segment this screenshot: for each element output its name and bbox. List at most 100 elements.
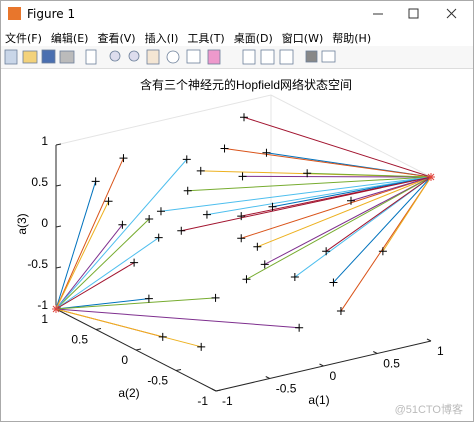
title-decor — [8, 7, 457, 20]
trajectory-line — [55, 201, 109, 310]
z-tick — [55, 143, 62, 146]
start-marker — [237, 212, 246, 221]
trajectory-line — [264, 176, 432, 265]
start-marker — [322, 247, 331, 256]
attractor-marker — [427, 173, 435, 181]
y-tick-label: -0.5 — [147, 374, 168, 388]
trajectory-line — [55, 157, 124, 310]
tool-print[interactable] — [59, 50, 75, 64]
start-marker — [196, 166, 205, 175]
tool-zoom-out[interactable] — [128, 50, 140, 62]
y-tick — [215, 389, 222, 392]
tool-datatip[interactable] — [186, 49, 201, 64]
start-marker — [262, 148, 271, 157]
trajectory-line — [55, 297, 216, 310]
trajectory-line — [55, 262, 135, 310]
trajectory-line — [257, 176, 432, 248]
menu-bar: 文件(F) 编辑(E) 查看(V) 插入(I) 工具(T) 桌面(D) 窗口(W) 帮助(H) — [1, 28, 473, 46]
trajectory-line — [272, 176, 432, 208]
z-tick — [55, 225, 62, 228]
start-marker — [329, 278, 338, 287]
tool-brush[interactable] — [207, 49, 221, 65]
start-marker — [211, 293, 220, 302]
x-tick-label: -1 — [222, 394, 233, 408]
trajectory-line — [224, 148, 432, 178]
x-tick — [265, 376, 270, 379]
start-marker — [145, 214, 154, 223]
trajectory-line — [55, 237, 159, 310]
start-marker — [202, 210, 211, 219]
y-tick-label: 1 — [41, 312, 48, 326]
x-tick-label: 1 — [437, 344, 444, 358]
x-tick — [426, 338, 432, 342]
tool-legend[interactable] — [279, 49, 294, 65]
z-tick-label: -0.5 — [27, 257, 48, 271]
start-marker — [378, 247, 387, 256]
menu-item[interactable]: 插入(I) — [144, 32, 179, 45]
start-marker — [158, 332, 167, 341]
z-tick-label: 0 — [41, 216, 48, 230]
z-axis-label: a(3) — [15, 213, 29, 234]
tool-open[interactable] — [22, 50, 38, 64]
trajectory-line — [243, 116, 432, 178]
start-marker — [156, 207, 165, 216]
start-marker — [268, 202, 277, 211]
start-marker — [303, 169, 312, 178]
tool-save[interactable] — [41, 49, 56, 64]
z-tick-label: -1 — [37, 298, 48, 312]
start-marker — [238, 172, 247, 181]
trajectory-line — [187, 176, 432, 192]
maximize[interactable] — [408, 8, 419, 19]
menu-item[interactable]: 文件(F) — [5, 32, 42, 45]
start-marker — [154, 233, 163, 242]
start-marker — [183, 186, 192, 195]
z-tick — [55, 266, 62, 269]
tool-pointer[interactable] — [85, 49, 97, 65]
trajectory-line — [55, 218, 150, 310]
chart: 含有三个神经元的Hopfield网络状态空间 a(1) a(2) a(3) @5… — [15, 77, 463, 416]
trajectory-line — [241, 176, 432, 239]
start-marker — [182, 155, 191, 164]
tool-new[interactable] — [4, 49, 18, 65]
close[interactable] — [446, 8, 457, 19]
tool-rotate[interactable] — [166, 50, 180, 64]
attractor-marker — [52, 305, 60, 313]
start-marker — [144, 294, 153, 303]
menu-item[interactable]: 查看(V) — [97, 32, 136, 45]
start-marker — [220, 144, 229, 153]
menu-item[interactable]: 帮助(H) — [332, 32, 372, 45]
tool-link[interactable] — [242, 49, 256, 65]
start-marker — [253, 242, 262, 251]
tool-zoom-in[interactable] — [109, 50, 121, 62]
start-marker — [104, 197, 113, 206]
trajectory-line — [325, 176, 432, 252]
back-wall-edge — [55, 94, 432, 178]
menu-item[interactable]: 桌面(D) — [233, 32, 273, 45]
start-marker — [242, 275, 251, 284]
tool-hide[interactable] — [305, 50, 318, 63]
start-marker — [130, 258, 139, 267]
z-tick-label: 1 — [41, 134, 48, 148]
start-marker — [295, 323, 304, 332]
menu-item[interactable]: 工具(T) — [187, 32, 225, 45]
trajectory-line — [55, 224, 123, 310]
menu-item[interactable]: 窗口(W) — [281, 32, 324, 45]
trajectory-line — [55, 181, 97, 310]
tool-show[interactable] — [321, 50, 336, 63]
tool-pan[interactable] — [146, 49, 160, 65]
trajectory-line — [55, 308, 202, 348]
y-tick — [175, 369, 182, 371]
y-tick — [95, 328, 102, 330]
start-marker — [240, 113, 248, 122]
menu-item[interactable]: 编辑(E) — [50, 32, 89, 45]
x-tick-label: -0.5 — [276, 382, 297, 396]
trajectory-line — [181, 176, 432, 232]
trajectory-line — [307, 172, 432, 178]
app-icon — [8, 7, 21, 20]
y-tick — [135, 348, 142, 351]
trajectory-line — [382, 176, 432, 252]
tool-colorbar[interactable] — [260, 49, 275, 65]
y-tick-label: -1 — [197, 394, 208, 408]
start-marker — [91, 177, 100, 186]
